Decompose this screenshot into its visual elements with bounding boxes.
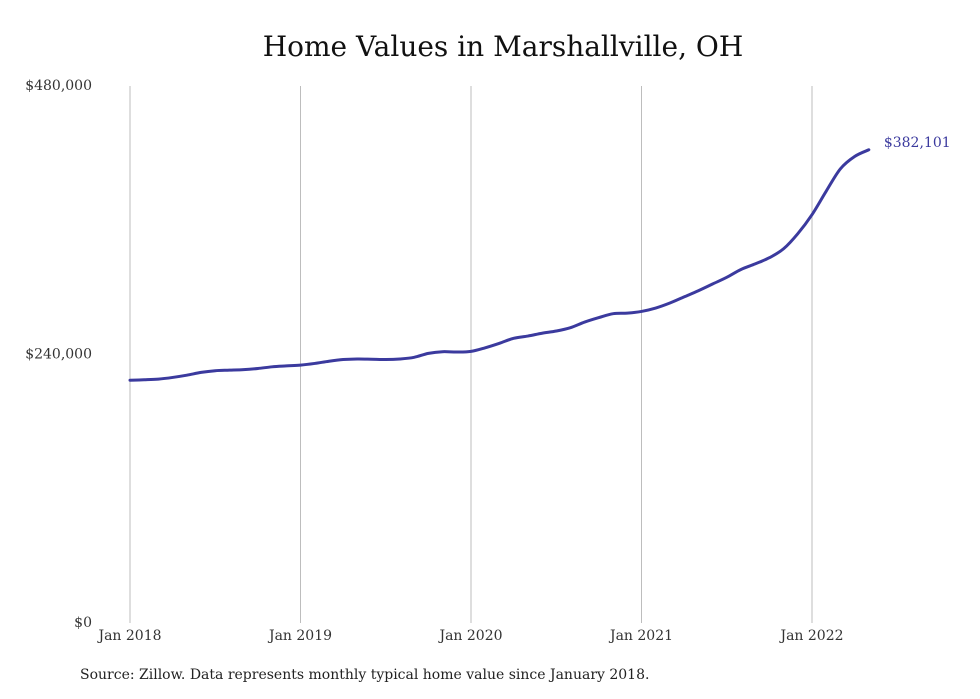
y-tick-label: $0 [74,615,92,631]
source-note: Source: Zillow. Data represents monthly … [80,667,650,683]
chart-title: Home Values in Marshallville, OH [262,30,744,63]
end-value-label: $382,101 [884,135,951,151]
series-line [128,148,871,382]
y-tick-label: $480,000 [25,78,92,94]
x-tick-label: Jan 2022 [778,628,843,644]
x-tick-label: Jan 2020 [437,628,502,644]
x-tick-label: Jan 2019 [267,628,332,644]
x-tick-label: Jan 2018 [96,628,161,644]
x-tick-label: Jan 2021 [608,628,673,644]
y-tick-label: $240,000 [25,347,92,363]
